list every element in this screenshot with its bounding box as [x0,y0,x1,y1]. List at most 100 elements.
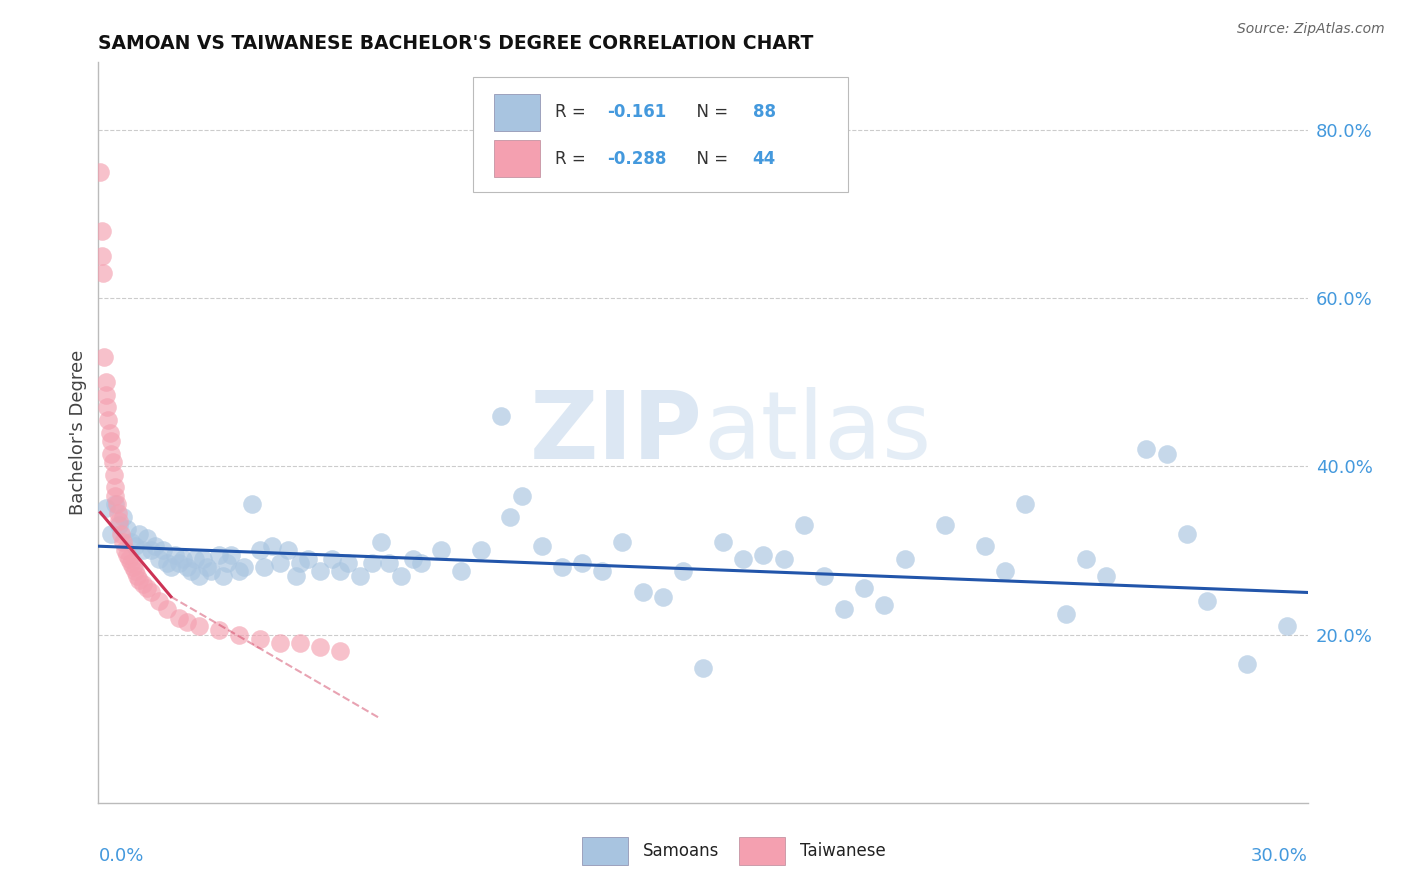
Point [188,568,211,582]
Point [107,514,129,528]
Point [96,501,118,516]
Point [124,539,146,553]
Point [96,388,118,402]
Point [873,598,896,612]
Point [125,568,148,582]
Point [240,497,263,511]
Point [139,543,162,558]
Point [124,565,146,579]
Point [1054,607,1077,621]
Point [994,565,1017,579]
Point [1074,551,1097,566]
Point [91,266,114,280]
Point [260,539,283,553]
Text: Samoans: Samoans [643,842,718,860]
Point [103,497,125,511]
Point [309,640,332,655]
Point [180,565,202,579]
Point [571,556,593,570]
Point [208,624,231,638]
Point [184,551,207,566]
Point [692,661,714,675]
Point [94,375,117,389]
Point [135,531,157,545]
Point [107,518,129,533]
Point [163,548,186,562]
Point [269,636,291,650]
Y-axis label: Bachelor's Degree: Bachelor's Degree [69,350,87,516]
Point [510,489,533,503]
Point [143,539,166,553]
Point [135,581,157,595]
Point [1195,594,1218,608]
Point [402,551,425,566]
Point [156,556,179,570]
Point [101,455,124,469]
Point [1175,526,1198,541]
Point [93,350,115,364]
Point [832,602,855,616]
Point [249,632,271,646]
Point [89,165,111,179]
Text: -0.288: -0.288 [607,150,666,168]
Point [132,577,155,591]
Point [337,556,360,570]
Point [329,565,352,579]
Point [711,535,734,549]
Point [1156,447,1178,461]
Point [288,556,311,570]
Point [114,543,136,558]
Text: atlas: atlas [703,386,931,479]
Point [309,565,332,579]
Point [156,602,179,616]
Point [470,543,492,558]
Point [121,560,143,574]
Point [111,509,134,524]
Point [1277,619,1299,633]
Point [269,556,291,570]
Point [409,556,432,570]
Text: -0.161: -0.161 [607,103,666,121]
Point [172,551,194,566]
Point [651,590,673,604]
Point [232,560,254,574]
Text: 44: 44 [752,150,776,168]
Point [148,551,170,566]
Point [1014,497,1036,511]
Point [115,548,138,562]
Point [1135,442,1157,457]
Point [591,565,613,579]
Point [96,401,118,415]
Point [115,522,138,536]
Text: R =: R = [555,103,592,121]
Point [530,539,553,553]
Point [120,535,142,549]
Text: ZIP: ZIP [530,386,703,479]
Point [772,551,794,566]
Point [176,560,198,574]
Point [349,568,371,582]
Text: Source: ZipAtlas.com: Source: ZipAtlas.com [1237,22,1385,37]
FancyBboxPatch shape [474,78,848,192]
Point [105,497,128,511]
Point [176,615,198,629]
Point [120,556,142,570]
Point [853,581,876,595]
Point [90,224,112,238]
Point [450,565,472,579]
Point [551,560,574,574]
Point [208,548,231,562]
Point [934,518,956,533]
Point [1095,568,1118,582]
Point [111,535,134,549]
Text: N =: N = [686,103,734,121]
Point [377,556,399,570]
Text: 0.0%: 0.0% [98,847,143,865]
Text: N =: N = [686,150,734,168]
Point [974,539,997,553]
Point [188,619,211,633]
Point [813,568,835,582]
Point [97,413,120,427]
Point [110,526,132,541]
Text: Taiwanese: Taiwanese [800,842,886,860]
